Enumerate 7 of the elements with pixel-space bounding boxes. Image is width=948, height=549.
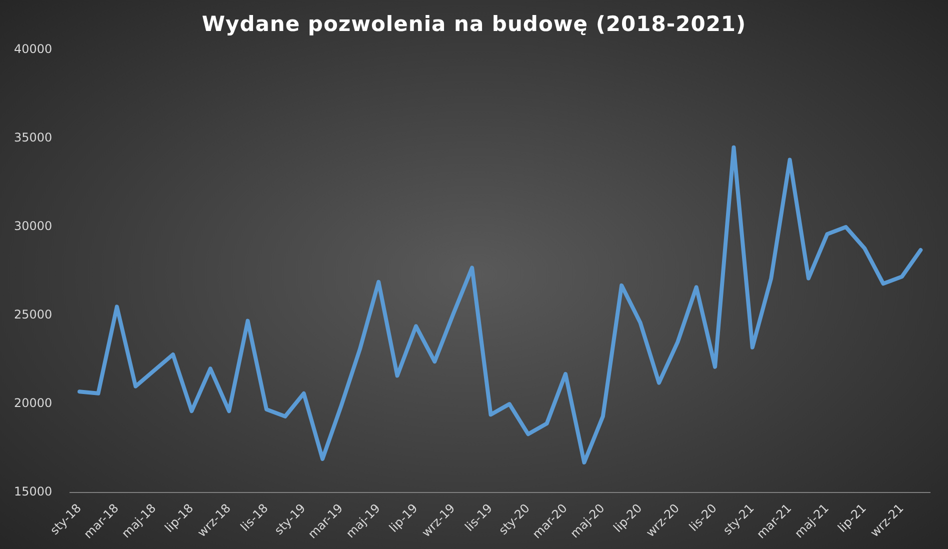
y-tick-label: 30000 [14, 219, 52, 234]
y-tick-label: 20000 [14, 396, 52, 410]
y-tick-label: 15000 [14, 484, 52, 499]
chart-title: Wydane pozwolenia na budowę (2018-2021) [200, 12, 748, 36]
y-tick-label: 35000 [14, 130, 52, 145]
y-tick-label: 40000 [14, 42, 52, 56]
y-tick-label: 25000 [14, 308, 52, 322]
